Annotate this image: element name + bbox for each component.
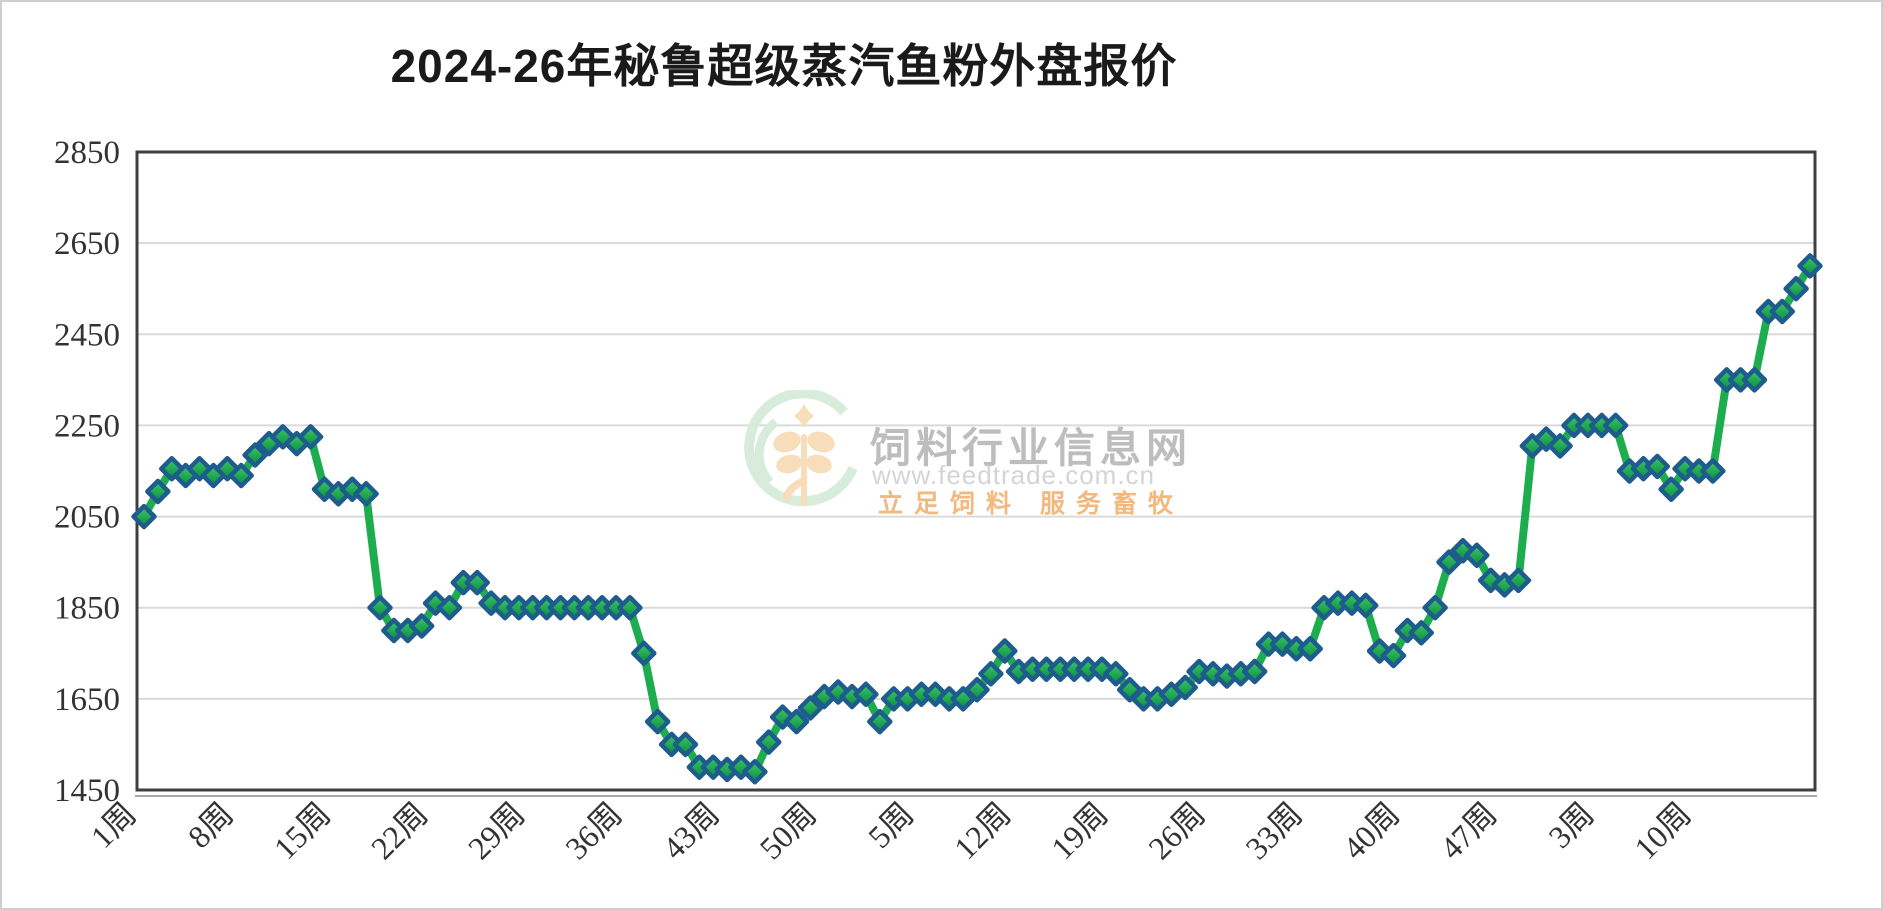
data-point-marker [783,708,810,735]
data-point-marker [853,681,879,708]
data-point-marker [1450,538,1476,564]
data-point-marker [145,478,171,505]
data-point-marker [631,640,657,667]
y-axis-tick-label: 1450 [54,773,120,809]
data-point-marker [644,708,671,735]
data-point-marker [1700,458,1726,484]
data-point-marker [1241,658,1268,685]
x-axis-tick-label: 47周 [1433,795,1504,866]
data-point-marker [228,462,254,489]
data-point-marker [464,569,490,596]
x-axis-tick-label: 36周 [558,795,629,866]
data-point-marker [1422,594,1448,621]
x-axis-tick-label: 33周 [1238,795,1309,866]
data-point-marker [408,613,435,639]
x-axis-tick-label: 12周 [947,795,1018,866]
y-axis-tick-label: 2250 [54,408,120,444]
data-point-marker [1783,275,1809,302]
data-point-marker [672,731,699,758]
y-axis-tick-label: 2450 [54,317,120,353]
y-axis-tick-label: 2050 [54,500,120,536]
x-axis-tick-label: 40周 [1336,795,1407,866]
data-point-marker [1366,638,1393,664]
data-point-marker [1103,661,1129,687]
data-point-marker [1089,656,1115,682]
data-point-marker [1547,433,1573,459]
data-point-marker [1352,592,1379,619]
data-point-marker [742,759,768,785]
data-point-marker [1533,426,1559,452]
data-point-marker [297,424,324,450]
data-point-marker [867,708,893,735]
data-point-marker [242,442,268,468]
data-point-marker [1602,412,1629,439]
x-axis-tick-label: 15周 [267,795,338,866]
data-point-marker [1172,674,1198,701]
x-axis-tick-label: 43周 [655,795,726,866]
data-point-marker [1436,549,1462,575]
data-point-marker [1116,676,1143,703]
data-point-marker [1464,542,1490,569]
x-axis-tick-label: 29周 [461,795,532,866]
data-point-marker [797,695,824,721]
data-point-marker [339,476,365,502]
y-axis-tick-label: 2850 [54,135,120,171]
plot-frame [135,150,1817,792]
data-point-marker [1297,635,1323,662]
data-point-marker [311,476,338,502]
data-point-marker [756,729,782,755]
chart-title: 2024-26年秘鲁超级蒸汽鱼粉外盘报价 [390,40,1178,92]
x-axis-tick-label: 3周 [1541,795,1600,854]
data-point-marker [1797,253,1823,279]
data-point-marker [1380,642,1407,669]
data-point-marker [964,676,990,703]
x-axis-tick-label: 19周 [1044,795,1115,866]
data-point-marker [617,594,643,621]
x-axis-tick-label: 10周 [1627,795,1698,866]
x-axis-tick-label: 8周 [181,795,240,854]
data-point-marker [353,481,379,507]
data-point-marker [1505,567,1532,594]
data-point-marker [367,594,393,621]
y-axis-tick-label: 1850 [54,591,120,627]
data-point-marker [992,638,1018,664]
x-axis-tick-label: 5周 [861,795,920,854]
data-point-marker [1741,367,1768,393]
data-point-marker [1769,298,1795,325]
data-point-marker [1658,476,1684,502]
y-axis-tick-label: 2650 [54,226,120,262]
data-point-marker [1408,620,1435,646]
data-point-marker [1644,453,1671,480]
data-point-marker [436,594,463,621]
data-point-marker [131,503,157,530]
y-axis-tick-label: 1650 [54,682,120,718]
x-axis-tick-label: 50周 [753,795,824,866]
data-point-marker [978,661,1004,687]
x-axis-tick-label: 22周 [364,795,435,866]
x-axis-tick-label: 26周 [1141,795,1212,866]
